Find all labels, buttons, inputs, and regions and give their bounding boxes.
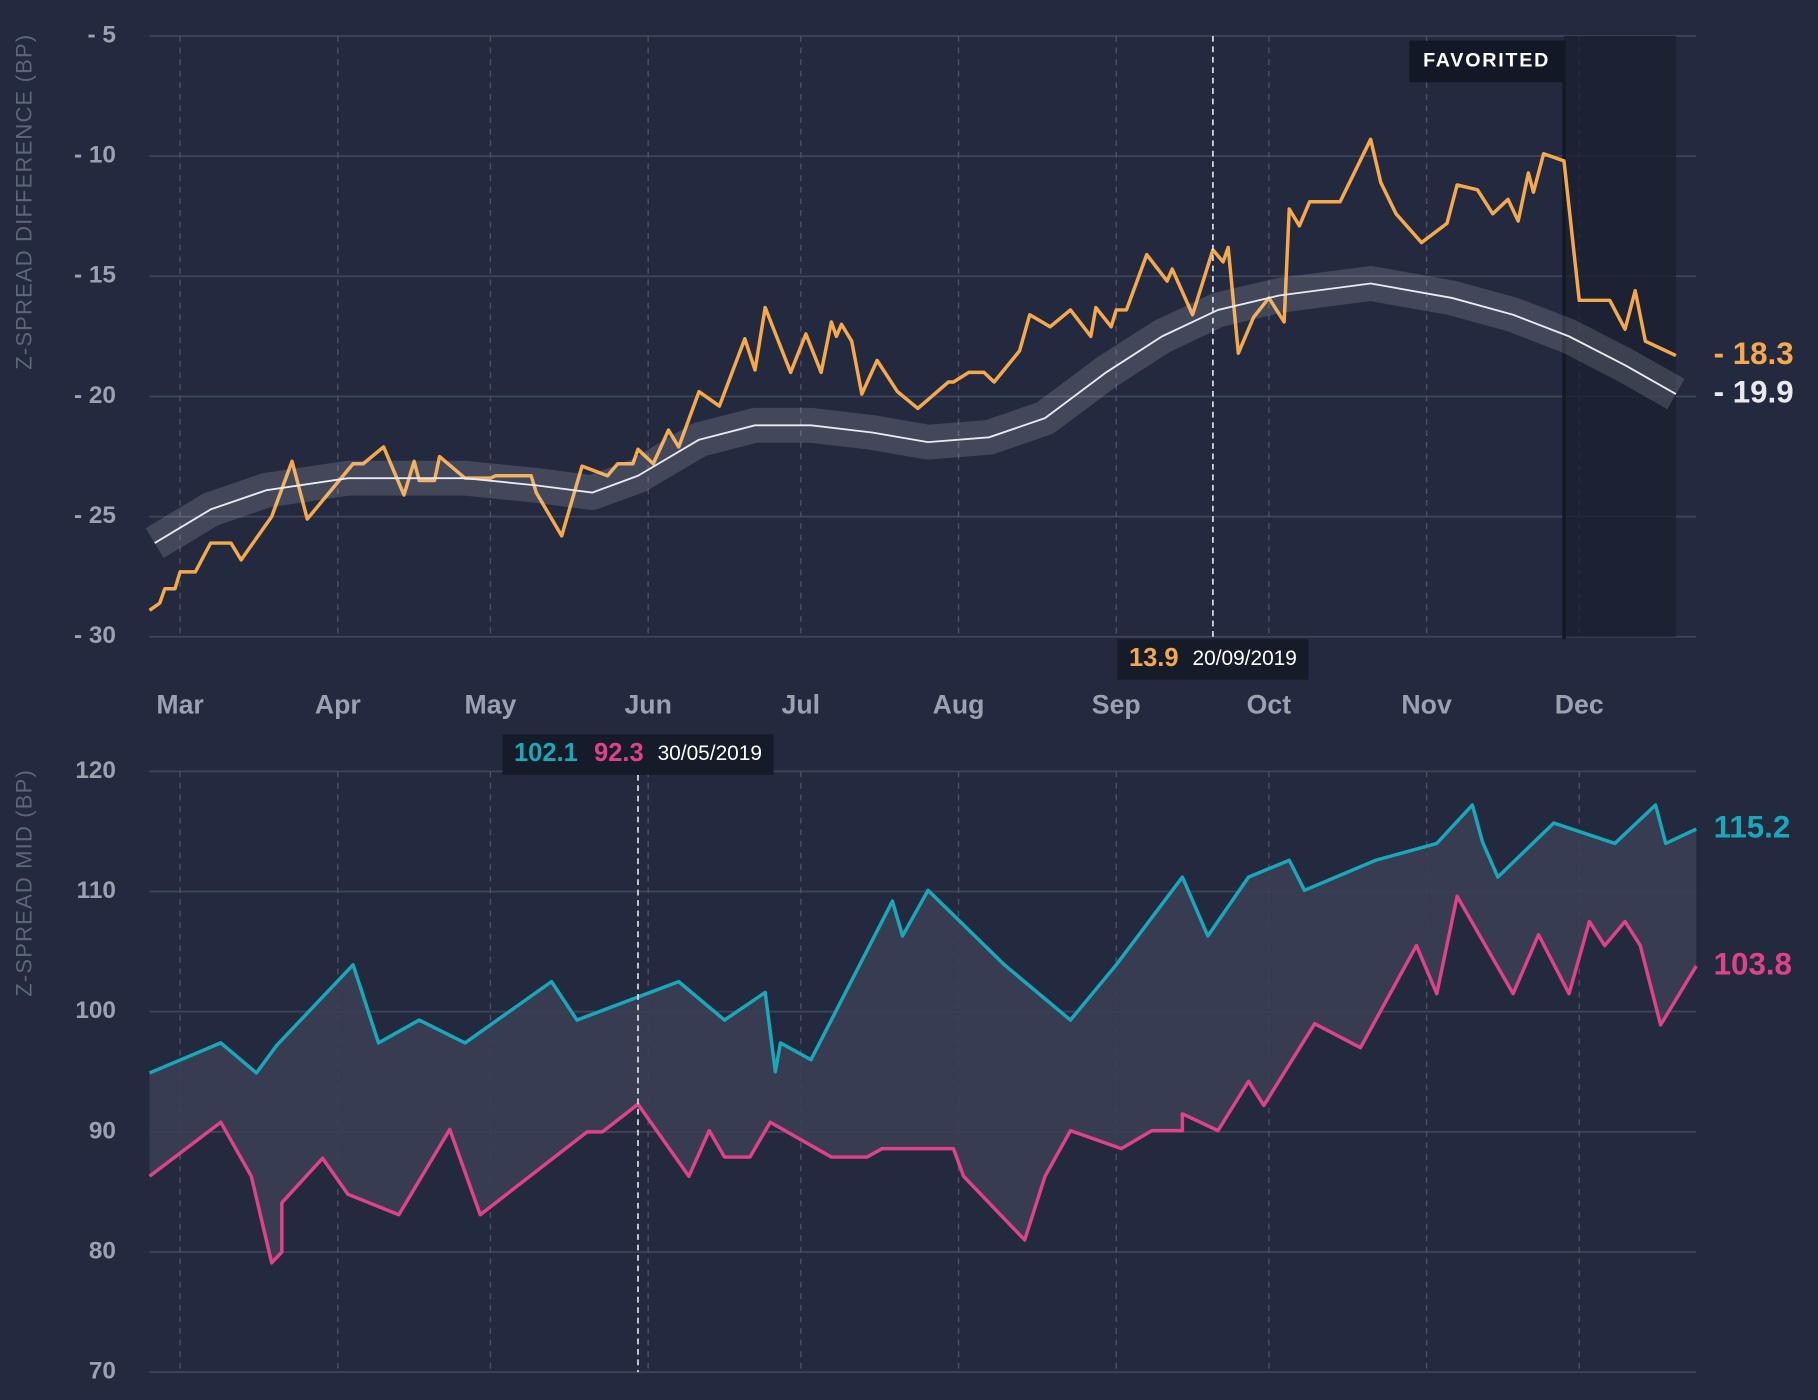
y-tick-label: 100 xyxy=(75,997,116,1024)
tooltip-text: 13.9 20/09/2019 xyxy=(1129,644,1297,672)
series-line xyxy=(148,137,1677,612)
tooltip-text: 102.1 92.3 30/05/2019 xyxy=(514,739,762,767)
end-label: - 18.3 xyxy=(1714,336,1794,371)
y-tick-label: - 30 xyxy=(74,622,116,649)
y-tick-label: - 5 xyxy=(88,21,116,48)
y-axis-title: Z-SPREAD MID (BP) xyxy=(11,769,36,997)
y-tick-label: 70 xyxy=(89,1358,116,1385)
y-tick-label: - 25 xyxy=(74,502,116,529)
tooltip-date: 30/05/2019 xyxy=(658,741,762,764)
end-label: 103.8 xyxy=(1714,946,1792,981)
x-tick-label: Jul xyxy=(782,689,821,719)
y-tick-label: - 10 xyxy=(74,142,116,169)
x-tick-label: Sep xyxy=(1092,689,1141,719)
end-label: 115.2 xyxy=(1714,809,1791,844)
y-tick-label: 80 xyxy=(89,1237,116,1264)
series-line xyxy=(148,803,1698,1075)
y-axis-title: Z-SPREAD DIFFERENCE (BP) xyxy=(11,34,36,370)
x-tick-label: Aug xyxy=(933,689,985,719)
tooltip-value: 92.3 xyxy=(594,739,644,767)
x-tick-label: Apr xyxy=(315,689,361,719)
x-tick-label: Oct xyxy=(1247,689,1292,719)
spread-area xyxy=(149,804,1697,1263)
tooltip-box xyxy=(502,734,774,775)
highlight-label-text: FAVORITED xyxy=(1423,50,1550,72)
x-tick-label: Mar xyxy=(156,689,203,719)
y-tick-label: - 20 xyxy=(74,382,116,409)
trend-line xyxy=(154,282,1677,544)
x-tick-label: Dec xyxy=(1555,689,1604,719)
tooltip-value: 13.9 xyxy=(1129,644,1179,672)
y-tick-label: 90 xyxy=(89,1117,116,1144)
y-tick-label: 120 xyxy=(75,757,116,784)
y-tick-label: - 15 xyxy=(74,262,116,289)
tooltip-value: 102.1 xyxy=(514,739,578,767)
highlight-label: FAVORITED xyxy=(1409,40,1564,83)
x-tick-label: Jun xyxy=(624,689,671,719)
tooltip-box xyxy=(1117,639,1309,680)
highlight-label-box xyxy=(1409,40,1564,83)
tooltip: 102.1 92.3 30/05/2019 xyxy=(502,734,774,775)
tooltip: 13.9 20/09/2019 xyxy=(1117,639,1309,680)
series-line xyxy=(148,894,1698,1265)
highlight-region xyxy=(1563,35,1676,637)
tooltip-date: 20/09/2019 xyxy=(1192,646,1296,669)
end-label: - 19.9 xyxy=(1714,374,1794,409)
y-tick-label: 110 xyxy=(77,877,116,904)
x-tick-label: May xyxy=(465,689,517,719)
x-tick-label: Nov xyxy=(1401,689,1452,719)
